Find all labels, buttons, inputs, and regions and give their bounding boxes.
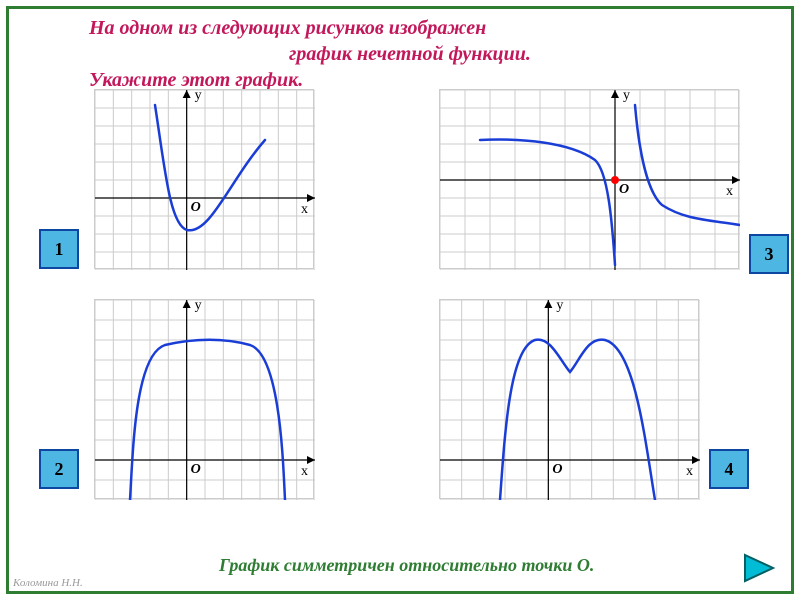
answer-label-2: 2 <box>55 459 64 480</box>
graph-g1: Ох у <box>94 89 314 269</box>
answer-button-4[interactable]: 4 <box>709 449 749 489</box>
answer-button-3[interactable]: 3 <box>749 234 789 274</box>
next-icon[interactable] <box>743 553 783 583</box>
answer-label-4: 4 <box>725 459 734 480</box>
y-axis-label: у <box>195 88 202 104</box>
author-label: Коломина Н.Н. <box>13 577 83 589</box>
origin-label: О <box>191 200 201 216</box>
origin-label: О <box>619 182 629 198</box>
y-axis-label: у <box>195 298 202 314</box>
graph-g2: Ох у <box>94 299 314 499</box>
bottom-note: График симметричен относительно точки О. <box>219 555 594 576</box>
title-line-1: На одном из следующих рисунков изображен <box>89 17 486 40</box>
answer-label-3: 3 <box>765 244 774 265</box>
title-line-2: график нечетной функции. <box>289 43 531 66</box>
x-axis-label: х <box>726 184 733 200</box>
origin-label: О <box>552 462 562 478</box>
x-axis-label: х <box>301 464 308 480</box>
origin-label: О <box>191 462 201 478</box>
answer-button-1[interactable]: 1 <box>39 229 79 269</box>
main-frame: На одном из следующих рисунков изображен… <box>6 6 794 594</box>
x-axis-label: х <box>301 202 308 218</box>
answer-label-1: 1 <box>55 239 64 260</box>
x-axis-label: х <box>686 464 693 480</box>
graph-g4: Ох у <box>439 299 699 499</box>
graph-g3: Ох у <box>439 89 739 269</box>
y-axis-label: у <box>623 88 630 104</box>
y-axis-label: у <box>556 298 563 314</box>
answer-button-2[interactable]: 2 <box>39 449 79 489</box>
